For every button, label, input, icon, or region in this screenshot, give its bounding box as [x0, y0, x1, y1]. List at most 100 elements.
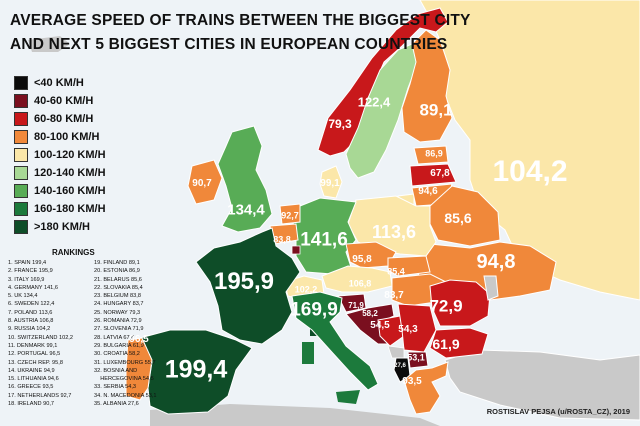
country-latvia	[409, 163, 457, 187]
ranking-entry: 18. IRELAND 90,7	[8, 401, 55, 408]
country-macedonia	[407, 351, 429, 369]
country-poland	[347, 195, 437, 257]
ranking-entry: 11. DENMARK 99,1	[8, 342, 58, 349]
country-italy	[291, 291, 379, 391]
map-label-belgium: 83,8	[273, 234, 291, 245]
map-label-macedonia: 53,1	[407, 352, 425, 363]
country-portugal	[125, 337, 153, 401]
legend-swatch	[14, 166, 28, 180]
credit: ROSTISLAV PEJSA (u/ROSTA_CZ), 2019	[486, 407, 630, 416]
ranking-entry: 26. ROMANIA 72,9	[94, 318, 142, 325]
map-label-estonia: 86,9	[425, 148, 443, 159]
legend-swatch	[14, 94, 28, 108]
ranking-entry: 29. BULGARIA 61,9	[94, 342, 144, 349]
legend-label: 40-60 KM/H	[34, 95, 94, 107]
legend-label: 140-160 KM/H	[34, 185, 106, 197]
ranking-entry: 3. ITALY 169,9	[8, 276, 45, 283]
legend-label: >180 KM/H	[34, 221, 90, 233]
legend-item: 80-100 KM/H	[14, 128, 106, 146]
ranking-entry: 2. FRANCE 195,9	[8, 268, 53, 275]
legend-item: 100-120 KM/H	[14, 146, 106, 164]
ranking-entry: 14. UKRAINE 94,9	[8, 367, 55, 374]
country-ireland	[187, 159, 223, 205]
ranking-entry: 5. UK 134,4	[8, 293, 38, 300]
legend-item: >180 KM/H	[14, 218, 106, 236]
legend-label: 60-80 KM/H	[34, 113, 94, 125]
country-finland	[401, 29, 453, 143]
ranking-entry: 16. GREECE 93,5	[8, 384, 54, 391]
map-label-slovakia: 85,4	[387, 266, 405, 277]
map-label-albania: 27,6	[394, 363, 406, 369]
chart-title-line2: AND NEXT 5 BIGGEST CITIES IN EUROPEAN CO…	[10, 36, 448, 53]
country-luxembourg	[291, 245, 301, 255]
map-label-netherlands: 92,7	[281, 210, 299, 221]
ranking-entry: 8. AUSTRIA 106,8	[8, 318, 54, 325]
rankings-column-1: 1. SPAIN 199,4 2. FRANCE 195,9 3. ITALY 16…	[8, 259, 73, 408]
map-label-belarus: 85,6	[444, 210, 472, 226]
legend-item: 160-180 KM/H	[14, 200, 106, 218]
map-label-switzerland: 102,2	[294, 284, 318, 295]
country-sicily	[336, 390, 360, 404]
map-label-greece: 93,5	[402, 376, 422, 387]
country-uk	[217, 125, 273, 233]
ranking-entry: 30. CROATIA 58,2	[94, 351, 140, 358]
ranking-entry: 6. SWEDEN 122,4	[8, 301, 55, 308]
legend-item: 140-160 KM/H	[14, 182, 106, 200]
legend-label: <40 KM/H	[34, 77, 84, 89]
legend-swatch	[14, 112, 28, 126]
chart-title-line1: AVERAGE SPEED OF TRAINS BETWEEN THE BIGG…	[10, 12, 471, 29]
map-label-italy: 169,9	[290, 299, 338, 321]
ranking-entry: 4. GERMANY 141,6	[8, 284, 58, 291]
map-label-bosnia: 54,5	[370, 320, 390, 331]
ranking-entry: 10. SWITZERLAND 102,2	[8, 334, 73, 341]
map-label-portugal: 96,5	[129, 334, 149, 345]
legend-item: 40-60 KM/H	[14, 92, 106, 110]
country-netherlands	[279, 203, 301, 225]
legend-swatch	[14, 202, 28, 216]
map-label-norway: 79,3	[328, 117, 352, 131]
legend-label: 80-100 KM/H	[34, 131, 100, 143]
legend-swatch	[14, 76, 28, 90]
map-label-serbia: 54,3	[398, 324, 418, 335]
legend-item: <40 KM/H	[14, 74, 106, 92]
ranking-entry: 1. SPAIN 199,4	[8, 260, 47, 266]
country-sardinia	[302, 342, 314, 364]
legend-swatch	[14, 148, 28, 162]
map-label-austria: 106,8	[348, 278, 372, 289]
country-france	[195, 227, 301, 345]
map-label-bulgaria: 61,9	[432, 336, 460, 352]
map-label-russia: 104,2	[492, 155, 568, 188]
map-label-hungary: 83,7	[384, 290, 404, 301]
legend-swatch	[14, 220, 28, 234]
map-label-spain: 199,4	[164, 355, 228, 384]
ranking-entry: 24. HUNGARY 83,7	[94, 301, 144, 308]
ranking-entry: 17. NETHERLANDS 92,7	[8, 392, 72, 399]
ranking-entry: 20. ESTONIA 86,9	[94, 268, 140, 275]
country-bosnia	[377, 315, 405, 347]
ranking-entry: 31. LUXEMBOURG 55,7	[94, 359, 156, 366]
map-label-poland: 113,6	[371, 222, 417, 242]
map-label-latvia: 67,8	[430, 168, 450, 179]
ranking-entry: 32. BOSNIA AND	[94, 367, 138, 374]
ranking-entry: 25. NORWAY 79,3	[94, 309, 141, 316]
country-belarus	[429, 185, 501, 247]
map-label-uk: 134,4	[227, 201, 265, 219]
ranking-entry: 34. N. MACEDONIA 53,1	[94, 392, 157, 399]
legend-item: 120-140 KM/H	[14, 164, 106, 182]
iceland	[28, 36, 70, 52]
legend-swatch	[14, 130, 28, 144]
legend-swatch	[14, 184, 28, 198]
map-label-finland: 89,1	[419, 100, 453, 120]
ranking-entry: 9. RUSSIA 104,2	[8, 326, 51, 333]
country-romania	[429, 279, 491, 327]
ranking-entry: 21. BELARUS 85,6	[94, 276, 142, 283]
map-label-germany: 141,6	[300, 229, 348, 251]
legend: <40 KM/H 40-60 KM/H 60-80 KM/H 80-100 KM/H 1…	[14, 74, 106, 236]
ranking-entry: 12. PORTUGAL 96,5	[8, 351, 61, 358]
map-label-sweden: 122,4	[357, 94, 391, 110]
rankings-title: RANKINGS	[52, 248, 95, 257]
map-label-ukraine: 94,8	[476, 251, 516, 273]
country-slovakia	[387, 255, 431, 277]
